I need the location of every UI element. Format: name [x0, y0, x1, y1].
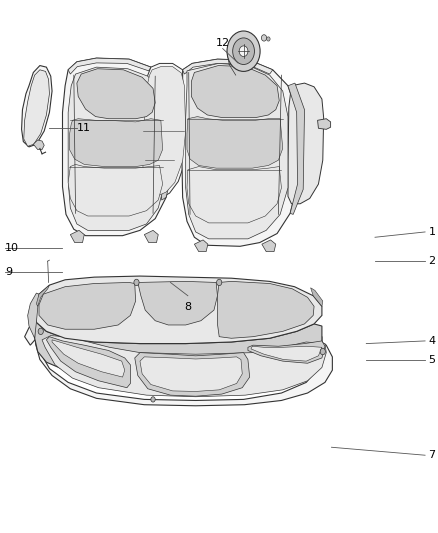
Circle shape — [320, 349, 325, 355]
Text: 9: 9 — [5, 267, 12, 277]
Circle shape — [239, 46, 248, 56]
Polygon shape — [36, 285, 49, 306]
Polygon shape — [139, 63, 189, 198]
Polygon shape — [251, 346, 322, 361]
Polygon shape — [39, 282, 136, 329]
Circle shape — [233, 38, 254, 64]
Circle shape — [38, 328, 43, 335]
Text: 11: 11 — [77, 123, 91, 133]
Text: 10: 10 — [5, 243, 19, 253]
Circle shape — [267, 37, 270, 41]
Polygon shape — [28, 293, 39, 338]
Polygon shape — [33, 140, 44, 150]
Polygon shape — [161, 83, 173, 200]
Text: 4: 4 — [428, 336, 436, 346]
Polygon shape — [311, 288, 323, 306]
Polygon shape — [288, 83, 324, 204]
Polygon shape — [68, 165, 162, 216]
Polygon shape — [181, 59, 297, 246]
Polygon shape — [52, 340, 125, 377]
Polygon shape — [194, 240, 208, 252]
Polygon shape — [191, 66, 279, 118]
Text: 7: 7 — [428, 450, 436, 460]
Polygon shape — [140, 357, 242, 391]
Polygon shape — [187, 166, 282, 223]
Circle shape — [216, 279, 222, 286]
Polygon shape — [21, 66, 52, 147]
Circle shape — [134, 279, 139, 286]
Polygon shape — [318, 119, 331, 130]
Polygon shape — [46, 337, 131, 387]
Circle shape — [261, 35, 267, 41]
Text: 2: 2 — [428, 256, 436, 266]
Polygon shape — [70, 119, 162, 166]
Polygon shape — [68, 67, 165, 230]
Text: 5: 5 — [428, 354, 435, 365]
Polygon shape — [183, 59, 273, 74]
Polygon shape — [68, 58, 151, 74]
Circle shape — [227, 31, 260, 71]
Circle shape — [151, 397, 155, 402]
Polygon shape — [143, 67, 186, 196]
Polygon shape — [138, 281, 217, 325]
Polygon shape — [35, 313, 322, 375]
Polygon shape — [187, 117, 283, 168]
Polygon shape — [135, 353, 250, 396]
Polygon shape — [288, 83, 304, 214]
Polygon shape — [24, 70, 49, 147]
Polygon shape — [71, 230, 84, 243]
Polygon shape — [77, 69, 155, 119]
Polygon shape — [145, 230, 158, 243]
Polygon shape — [248, 341, 325, 364]
Polygon shape — [217, 281, 314, 338]
Polygon shape — [186, 63, 288, 239]
Text: 12: 12 — [215, 38, 230, 48]
Polygon shape — [262, 240, 276, 252]
Text: 8: 8 — [184, 302, 191, 312]
Polygon shape — [25, 322, 332, 406]
Polygon shape — [35, 276, 322, 344]
Polygon shape — [42, 336, 326, 397]
Text: 1: 1 — [428, 227, 435, 237]
Polygon shape — [63, 58, 173, 236]
